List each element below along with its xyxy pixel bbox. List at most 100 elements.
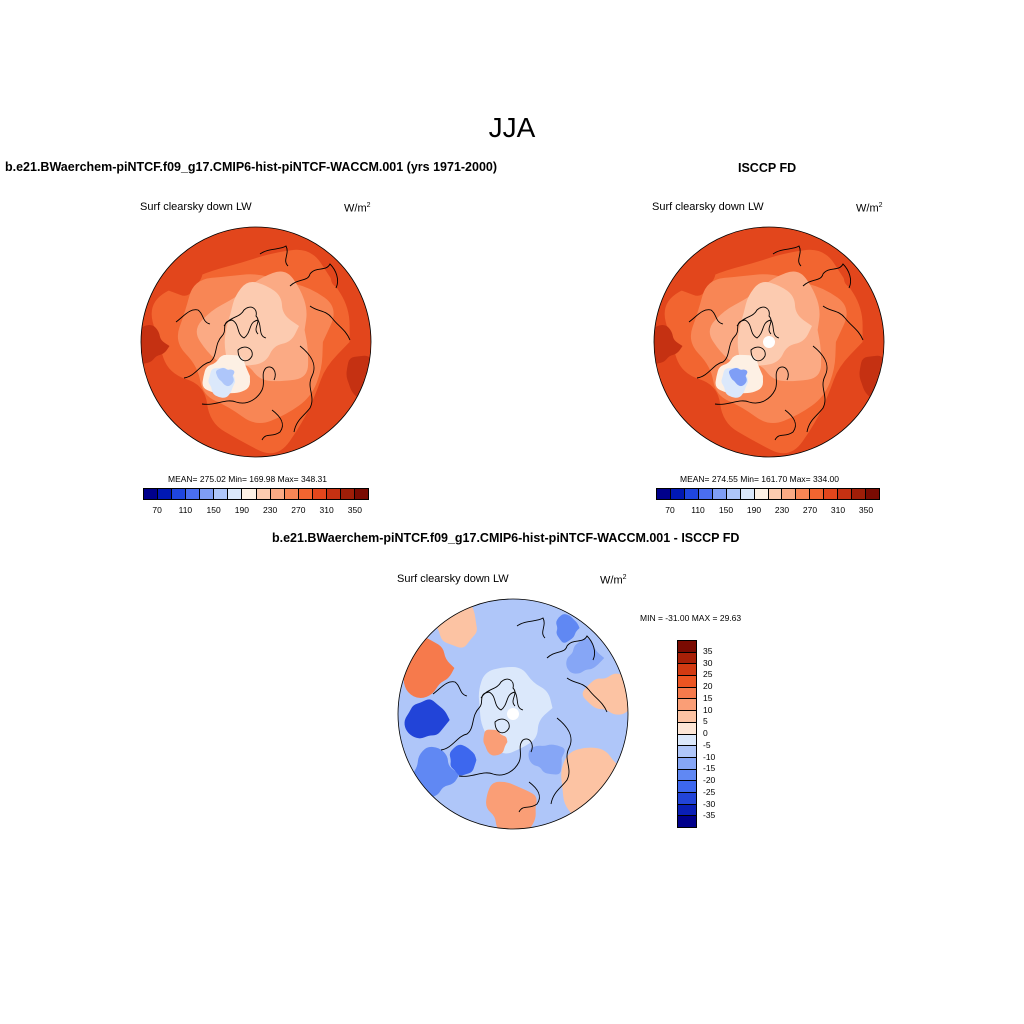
panel-3-stats: MIN = -31.00 MAX = 29.63 [640,613,742,623]
colorbar-swatch [144,489,159,499]
panel-3-colorbar [677,640,697,828]
colorbar-swatch [678,792,696,805]
colorbar-tick-label: 270 [802,505,818,515]
colorbar-tick-label: 70 [152,505,162,515]
colorbar-tick-label: -15 [703,763,716,774]
coastline [480,678,516,707]
colorbar-swatch [284,489,299,499]
colorbar-tick-label: 150 [718,505,734,515]
colorbar-swatch [298,489,313,499]
colorbar-swatch [678,641,696,653]
colorbar-swatch [740,489,755,499]
colorbar-swatch [712,489,727,499]
colorbar-swatch [678,734,696,747]
coastline [259,245,289,267]
coastline [518,781,540,813]
contour-fill [737,281,812,366]
colorbar-tick-label: -25 [703,786,716,797]
contour-fill [528,744,565,775]
units-text: W/m [600,574,623,587]
colorbar-swatch [186,489,201,499]
panel-3-polar-map [397,598,629,830]
map-boundary [140,226,372,458]
colorbar-swatch [678,711,696,723]
colorbar-swatch [678,757,696,770]
colorbar-tick-label: 230 [774,505,790,515]
coastline [750,346,766,362]
coastline [802,263,852,289]
colorbar-swatch [326,489,341,499]
coastline [223,306,259,335]
contour-fill [224,281,299,366]
contour-fill [404,699,450,739]
colorbar-swatch [866,489,879,499]
coastline [546,635,596,661]
units-exponent: 2 [366,202,371,209]
map-field [141,227,371,457]
panel-1-subtitle: Surf clearsky down LW [140,201,252,213]
colorbar-tick-label: 15 [703,692,713,703]
coastline [458,738,533,777]
colorbar-tick-label: 350 [347,505,362,515]
panel-1-polar-map [140,226,372,458]
coastline [175,309,211,325]
colorbar-swatch [678,652,696,665]
contour-fill [556,614,580,643]
colorbar-tick-label: 35 [703,645,713,656]
colorbar-tick-label: 70 [665,505,675,515]
colorbar-swatch [678,676,696,688]
colorbar-swatch [684,489,699,499]
contour-fill [449,744,477,776]
units-exponent: 2 [622,574,627,581]
contour-fill [215,367,235,387]
coastline [309,305,351,341]
coastline [736,306,772,335]
colorbar-tick-label: 30 [703,657,713,668]
colorbar-tick-label: 230 [263,505,278,515]
colorbar-tick-label: 190 [746,505,762,515]
coastline [293,345,315,433]
colorbar-swatch [782,489,797,499]
coastline [289,263,339,289]
colorbar-swatch [824,489,839,499]
colorbar-tick-label: 20 [703,681,713,691]
coastline [432,681,468,697]
colorbar-tick-label: 310 [319,505,334,515]
coastline [516,617,546,639]
colorbar-tick-label: 270 [291,505,306,515]
colorbar-swatch [172,489,187,499]
colorbar-tick-label: 150 [206,505,221,515]
colorbar-swatch [678,687,696,700]
coastline [688,309,724,325]
coastline [237,346,253,362]
colorbar-tick-label: 110 [691,505,705,515]
units-exponent: 2 [878,202,883,209]
colorbar-swatch [678,804,696,817]
coastline [714,366,789,405]
panel-2-subtitle: Surf clearsky down LW [652,201,764,213]
panel-3-units: W/m2 [600,574,627,587]
missing-data-pole [507,708,519,720]
colorbar-swatch [242,489,257,499]
map-field [654,227,884,457]
colorbar-swatch [838,489,853,499]
colorbar-swatch [670,489,685,499]
colorbar-swatch [158,489,173,499]
colorbar-tick-label: 25 [703,669,713,680]
contour-fill [346,355,371,399]
colorbar-swatch [354,489,368,499]
colorbar-swatch [678,699,696,712]
panel-1-colorbar [143,488,369,500]
colorbar-swatch [228,489,243,499]
colorbar-tick-label: -10 [703,751,716,762]
panel-2-stats: MEAN= 274.55 Min= 161.70 Max= 334.00 [680,474,840,484]
contour-fill [566,638,605,674]
panel-2-polar-map [653,226,885,458]
contour-fill [411,746,460,799]
colorbar-swatch [678,781,696,793]
colorbar-swatch [678,746,696,758]
colorbar-swatch [678,816,696,827]
colorbar-tick-label: 310 [830,505,846,515]
coastline [550,717,572,805]
panel-3-subtitle: Surf clearsky down LW [397,573,509,585]
